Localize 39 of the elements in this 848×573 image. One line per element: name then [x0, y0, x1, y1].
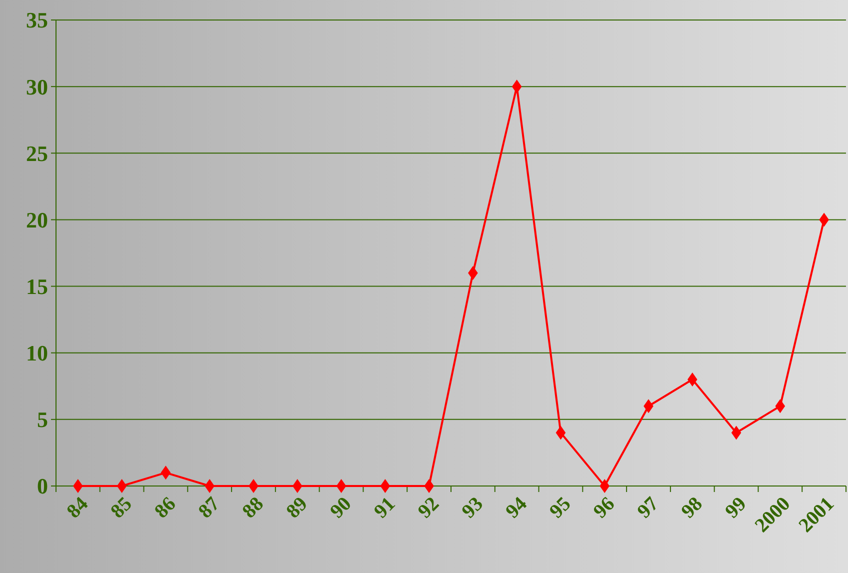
point	[204, 479, 215, 493]
x-tick-label: 97	[633, 492, 663, 523]
y-tick-label: 5	[37, 407, 48, 432]
point	[73, 479, 83, 493]
x-tick-label: 90	[326, 492, 356, 523]
x-tick-label: 92	[414, 492, 444, 523]
x-tick-label: 84	[62, 492, 92, 523]
y-tick-label: 10	[26, 340, 48, 366]
point	[292, 479, 302, 493]
point	[160, 466, 171, 480]
y-tick-label: 35	[26, 8, 48, 33]
x-tick-label: 86	[150, 492, 180, 523]
y-tick-label: 0	[37, 474, 48, 499]
point	[424, 479, 434, 493]
y-tick-label: 15	[26, 274, 48, 299]
x-tick-label: 91	[370, 492, 400, 523]
point	[775, 399, 786, 414]
y-tick-label: 20	[26, 207, 48, 232]
x-tick-label: 85	[106, 492, 136, 523]
x-tick-label: 96	[589, 492, 620, 523]
x-tick-label: 93	[458, 492, 488, 523]
point	[687, 372, 698, 386]
y-tick-label: 25	[26, 140, 48, 166]
x-tick-label: 87	[194, 492, 224, 523]
point	[512, 80, 522, 94]
point	[556, 426, 566, 440]
point	[600, 479, 610, 493]
x-tick-label: 88	[238, 492, 268, 523]
x-tick-label: 89	[282, 492, 312, 523]
point	[336, 479, 346, 493]
point	[731, 426, 742, 440]
x-tick-label: 98	[677, 492, 707, 523]
point	[380, 479, 390, 493]
point	[248, 479, 258, 493]
point	[116, 479, 127, 493]
x-tick-label: 99	[721, 492, 751, 523]
x-tick-label: 94	[502, 492, 532, 523]
x-tick-label: 95	[546, 492, 576, 523]
y-tick-label: 30	[26, 74, 48, 100]
